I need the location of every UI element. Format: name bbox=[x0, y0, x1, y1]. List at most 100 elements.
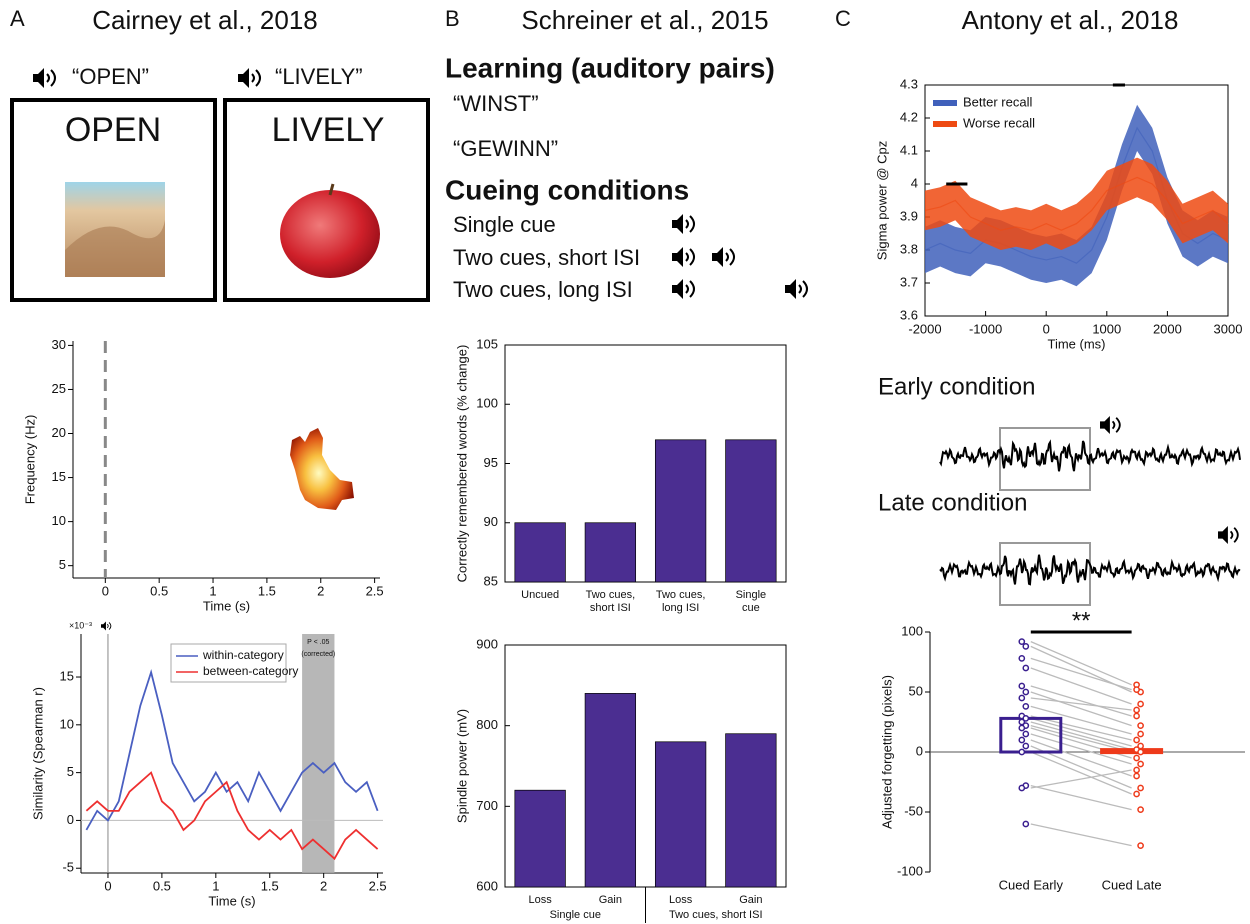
data-point bbox=[1023, 644, 1028, 649]
data-point bbox=[1019, 785, 1024, 790]
y-tick-label: 0 bbox=[67, 812, 74, 827]
y-tick-label: -100 bbox=[897, 863, 923, 878]
shade-label: (corrected) bbox=[301, 651, 335, 658]
figure: A Cairney et al., 2018 B Schreiner et al… bbox=[0, 0, 1250, 924]
condition: Two cues, short ISI bbox=[453, 245, 640, 270]
speaker-icon bbox=[238, 68, 249, 88]
x-tick-label: 1 bbox=[209, 583, 216, 598]
y-tick-label: 4 bbox=[911, 175, 918, 190]
y-tick-label: 25 bbox=[52, 381, 66, 396]
x-axis-label: Time (s) bbox=[208, 893, 255, 908]
data-point bbox=[1019, 683, 1024, 688]
y-tick-label: -5 bbox=[62, 860, 74, 875]
y-tick-label: 800 bbox=[476, 717, 498, 732]
speaker-waves bbox=[686, 249, 694, 265]
data-point bbox=[1138, 731, 1143, 736]
y-tick-label: 900 bbox=[476, 636, 498, 651]
x-tick-label: 1000 bbox=[1092, 321, 1121, 336]
data-point bbox=[1019, 725, 1024, 730]
legend-label: within-category bbox=[202, 648, 284, 662]
y-tick-label: 30 bbox=[52, 337, 66, 352]
legend-label: Better recall bbox=[963, 94, 1032, 109]
data-point bbox=[1019, 695, 1024, 700]
condition: Two cues, long ISI bbox=[453, 277, 633, 302]
x-tick-label: 2000 bbox=[1153, 321, 1182, 336]
x-tick-label: Loss bbox=[669, 894, 693, 906]
y-axis-label: Frequency (Hz) bbox=[22, 415, 37, 505]
bar bbox=[515, 523, 566, 582]
y-tick-label: 10 bbox=[52, 513, 66, 528]
speaker-icon bbox=[672, 247, 683, 267]
data-point bbox=[1134, 755, 1139, 760]
data-point bbox=[1134, 713, 1139, 718]
y-tick-label: 3.6 bbox=[900, 307, 918, 322]
data-point bbox=[1023, 665, 1028, 670]
x-tick-label: Uncued bbox=[521, 589, 559, 601]
panel-label: C bbox=[835, 6, 851, 31]
data-point bbox=[1023, 821, 1028, 826]
cue-word: “OPEN” bbox=[72, 64, 149, 89]
x-tick-label: cue bbox=[742, 602, 760, 614]
pair-line bbox=[1031, 786, 1132, 810]
legend-label: between-category bbox=[203, 664, 298, 678]
speaker-waves bbox=[726, 249, 734, 265]
y-tick-label: 5 bbox=[67, 764, 74, 779]
data-point bbox=[1019, 639, 1024, 644]
data-point bbox=[1138, 701, 1143, 706]
significance-stars: ** bbox=[1072, 607, 1091, 634]
card-word: OPEN bbox=[65, 111, 161, 149]
y-tick-label: 95 bbox=[484, 455, 498, 470]
error-band bbox=[925, 105, 1228, 286]
x-tick-label: 1.5 bbox=[261, 878, 279, 893]
data-point bbox=[1023, 743, 1028, 748]
x-tick-label: 3000 bbox=[1214, 321, 1243, 336]
y-axis-label: Similarity (Spearman r) bbox=[30, 687, 45, 820]
apple-image bbox=[280, 190, 380, 278]
speaker-icon bbox=[785, 279, 796, 299]
x-tick-label: long ISI bbox=[662, 602, 699, 614]
data-point bbox=[1019, 737, 1024, 742]
y-tick-label: 100 bbox=[901, 623, 923, 638]
error-band bbox=[925, 158, 1228, 250]
speaker-icon bbox=[1100, 416, 1110, 434]
y-tick-label: 15 bbox=[60, 668, 74, 683]
condition-title: Early condition bbox=[878, 373, 1035, 400]
group-label: Single cue bbox=[550, 909, 601, 921]
x-tick-label: Cued Late bbox=[1102, 877, 1162, 892]
condition: Single cue bbox=[453, 212, 556, 237]
x-tick-label: 2 bbox=[320, 878, 327, 893]
y-tick-label: 85 bbox=[484, 573, 498, 588]
data-point bbox=[1019, 749, 1024, 754]
bar bbox=[585, 693, 636, 887]
speaker-waves bbox=[1231, 528, 1238, 542]
y-tick-label: 10 bbox=[60, 716, 74, 731]
speaker-icon bbox=[33, 68, 44, 88]
x-tick-label: 0.5 bbox=[150, 583, 168, 598]
speaker-waves bbox=[252, 70, 260, 86]
shade-label: P < .05 bbox=[307, 639, 329, 646]
condition-title: Late condition bbox=[878, 489, 1027, 516]
page: A Cairney et al., 2018 B Schreiner et al… bbox=[0, 0, 1250, 924]
y-tick-label: 3.8 bbox=[900, 241, 918, 256]
speaker-waves bbox=[686, 281, 694, 297]
speaker-icon bbox=[712, 247, 723, 267]
panel-label: A bbox=[10, 6, 25, 31]
speaker-waves bbox=[1113, 418, 1120, 432]
y-tick-label: 700 bbox=[476, 798, 498, 813]
mean-bar bbox=[1102, 750, 1162, 753]
x-tick-label: Gain bbox=[599, 894, 622, 906]
pair-line bbox=[1031, 686, 1132, 716]
data-point bbox=[1138, 723, 1143, 728]
bar bbox=[515, 790, 566, 887]
cue-word: “LIVELY” bbox=[275, 64, 363, 89]
bar bbox=[726, 440, 777, 582]
bar bbox=[655, 742, 706, 887]
x-tick-label: 2 bbox=[317, 583, 324, 598]
panel-label: B bbox=[445, 6, 460, 31]
data-point bbox=[1134, 737, 1139, 742]
x-tick-label: 2.5 bbox=[366, 583, 384, 598]
x-tick-label: short ISI bbox=[590, 602, 631, 614]
x-tick-label: 0 bbox=[1043, 321, 1050, 336]
y-tick-label: -50 bbox=[904, 803, 923, 818]
y-tick-label: 90 bbox=[484, 514, 498, 529]
